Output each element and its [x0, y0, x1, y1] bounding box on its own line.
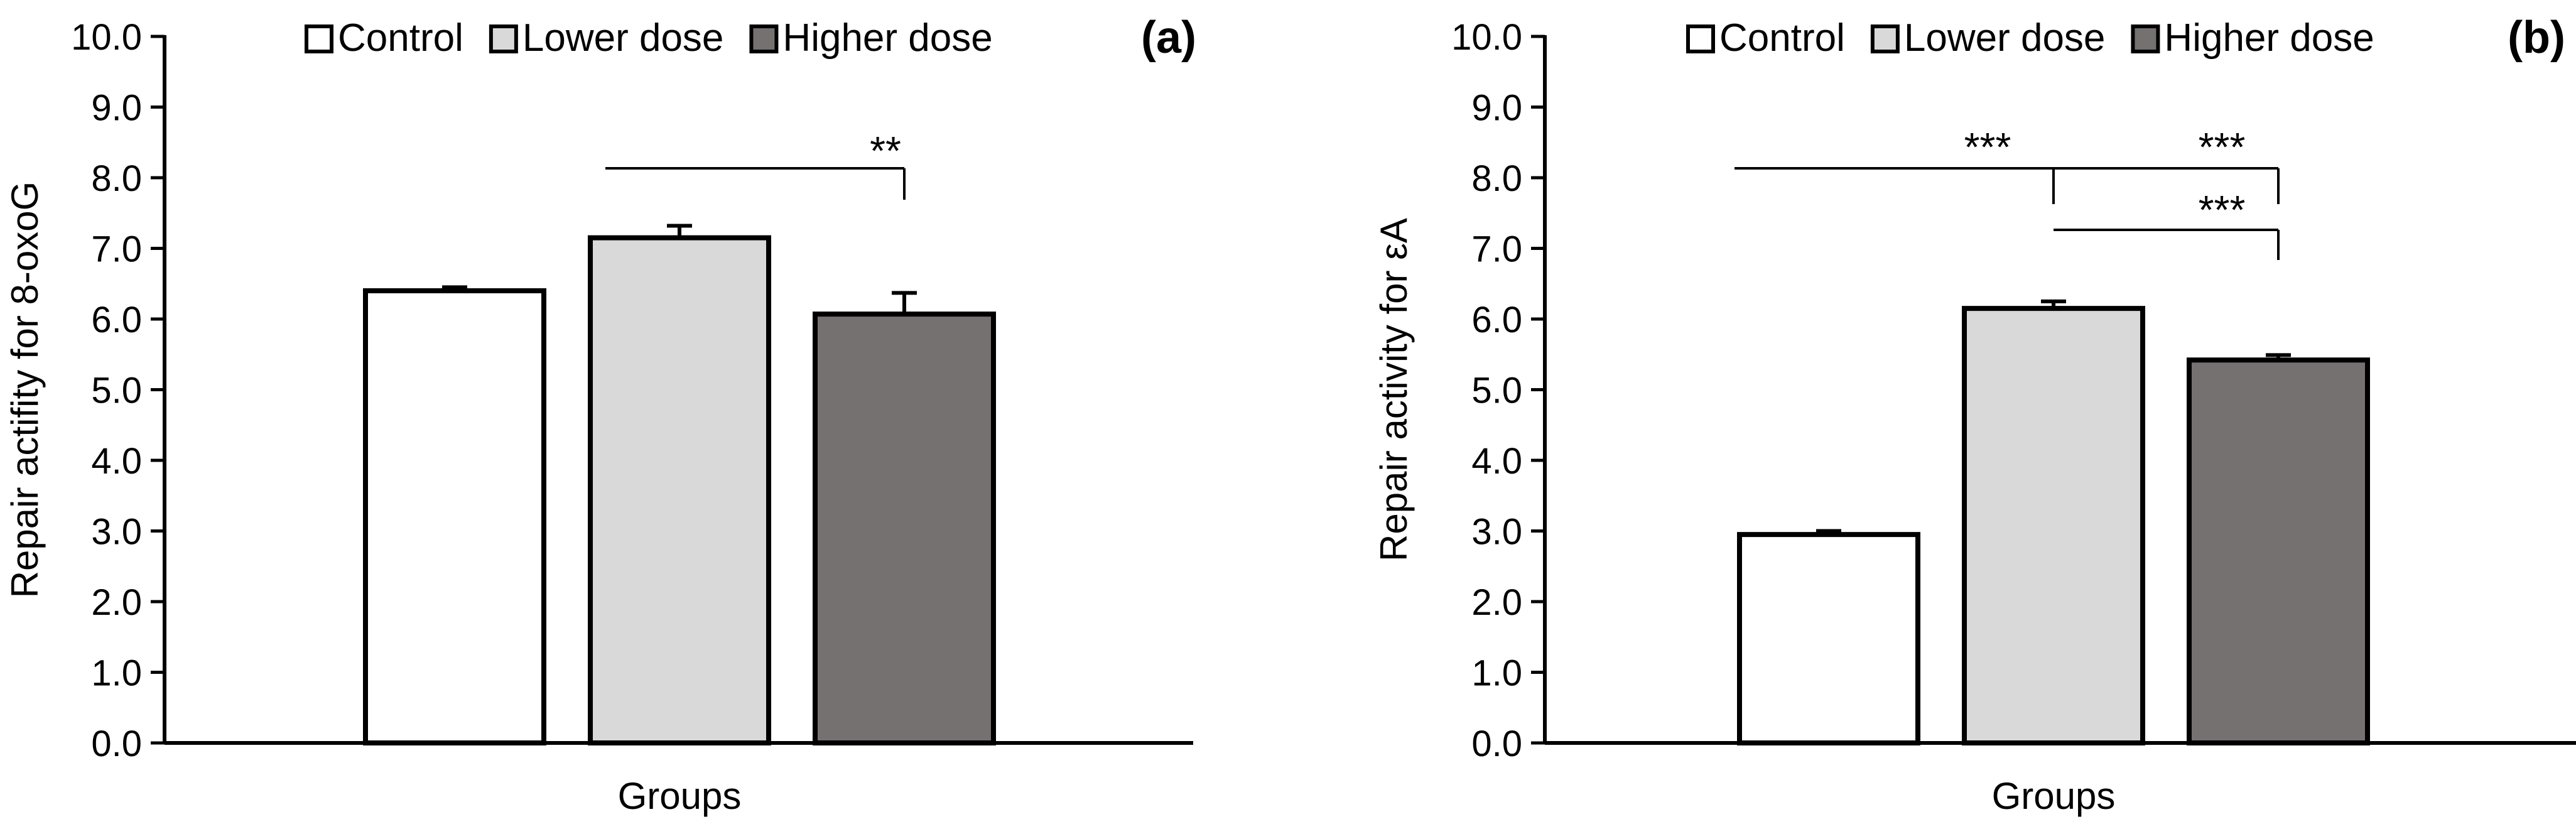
legend-label: Higher dose	[2164, 16, 2374, 60]
y-tick-label: 8.0	[91, 158, 142, 199]
y-tick-label: 4.0	[1471, 441, 1522, 482]
y-tick-label: 4.0	[91, 441, 142, 482]
legend-swatch	[749, 24, 779, 53]
significance-label: ***	[2199, 124, 2246, 170]
y-axis-label: Repair actifity for 8-oxoG	[4, 181, 46, 598]
bar-higher-dose	[813, 311, 996, 745]
y-tick-label: 6.0	[1471, 300, 1522, 340]
legend-swatch	[1686, 24, 1715, 53]
legend-label: Higher dose	[782, 16, 992, 60]
y-tick-label: 7.0	[1471, 229, 1522, 270]
y-tick-label: 1.0	[1471, 653, 1522, 694]
legend-swatch	[489, 24, 518, 53]
bar-lower-dose	[588, 235, 771, 745]
y-tick-label: 6.0	[91, 300, 142, 340]
legend-swatch	[305, 24, 333, 53]
y-tick-label: 10.0	[1451, 17, 1522, 58]
x-axis-label: Groups	[618, 775, 742, 817]
y-tick-label: 9.0	[91, 88, 142, 129]
bar-control	[1737, 532, 1920, 745]
legend-label: Control	[1719, 16, 1845, 60]
significance-label: **	[870, 128, 901, 173]
legend-label: Lower dose	[522, 16, 724, 60]
significance-label: ***	[1964, 124, 2011, 170]
bar-control	[363, 288, 546, 745]
y-tick-label: 7.0	[91, 229, 142, 270]
y-tick-label: 0.0	[1471, 723, 1522, 764]
bar-higher-dose	[2187, 357, 2370, 745]
chart-panel-a: 0.0 1.0 2.0 3.0 4.0 5.0 6.0 7.0 8.0 9.0 10.0 Repair…	[4, 13, 1196, 817]
legend-swatch	[1870, 24, 1900, 53]
y-tick-label: 5.0	[1471, 371, 1522, 411]
x-axis-label: Groups	[1992, 775, 2116, 817]
y-tick-label: 9.0	[1471, 88, 1522, 129]
y-tick-label: 3.0	[91, 512, 142, 553]
legend-swatch	[2131, 24, 2160, 53]
y-tick-label: 2.0	[1471, 582, 1522, 623]
y-tick-label: 3.0	[1471, 512, 1522, 553]
y-tick-label: 2.0	[91, 582, 142, 623]
y-tick-label: 8.0	[1471, 158, 1522, 199]
legend-label: Lower dose	[1904, 16, 2106, 60]
chart-panel-b: 0.0 1.0 2.0 3.0 4.0 5.0 6.0 7.0 8.0 9.0 10.0 Repair…	[1373, 13, 2576, 817]
y-tick-label: 1.0	[91, 653, 142, 694]
legend-label: Control	[338, 16, 463, 60]
significance-label: ***	[2199, 187, 2246, 232]
y-axis-label: Repair activity for εA	[1373, 218, 1415, 561]
y-tick-label: 5.0	[91, 371, 142, 411]
panel-label: (a)	[1141, 13, 1196, 63]
bar-lower-dose	[1962, 306, 2145, 745]
y-tick-label: 10.0	[71, 17, 142, 58]
y-tick-label: 0.0	[91, 723, 142, 764]
panel-label: (b)	[2508, 13, 2565, 63]
